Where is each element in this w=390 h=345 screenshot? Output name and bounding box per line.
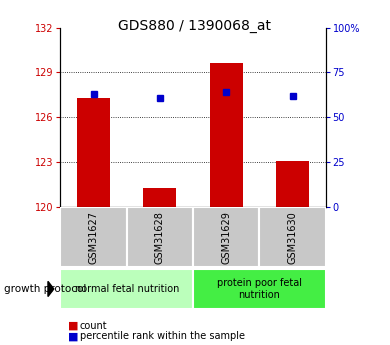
Bar bbox=[127, 207, 193, 267]
Text: percentile rank within the sample: percentile rank within the sample bbox=[80, 332, 245, 341]
Bar bbox=[193, 269, 326, 309]
Bar bbox=[259, 207, 326, 267]
Text: GSM31629: GSM31629 bbox=[221, 211, 231, 264]
Bar bbox=[193, 207, 259, 267]
Text: GSM31628: GSM31628 bbox=[155, 211, 165, 264]
Text: ■: ■ bbox=[68, 332, 79, 341]
Bar bbox=[144, 188, 176, 207]
Text: ■: ■ bbox=[68, 321, 79, 331]
Bar bbox=[276, 161, 309, 207]
Text: normal fetal nutrition: normal fetal nutrition bbox=[74, 284, 179, 294]
Polygon shape bbox=[48, 282, 54, 296]
Text: GDS880 / 1390068_at: GDS880 / 1390068_at bbox=[119, 19, 271, 33]
Text: protein poor fetal
nutrition: protein poor fetal nutrition bbox=[217, 278, 302, 300]
Bar bbox=[77, 98, 110, 207]
Bar bbox=[60, 269, 193, 309]
Bar bbox=[60, 207, 127, 267]
Text: GSM31627: GSM31627 bbox=[89, 211, 99, 264]
Text: growth protocol: growth protocol bbox=[4, 284, 86, 294]
Text: GSM31630: GSM31630 bbox=[287, 211, 298, 264]
Bar bbox=[210, 63, 243, 207]
Text: count: count bbox=[80, 321, 108, 331]
